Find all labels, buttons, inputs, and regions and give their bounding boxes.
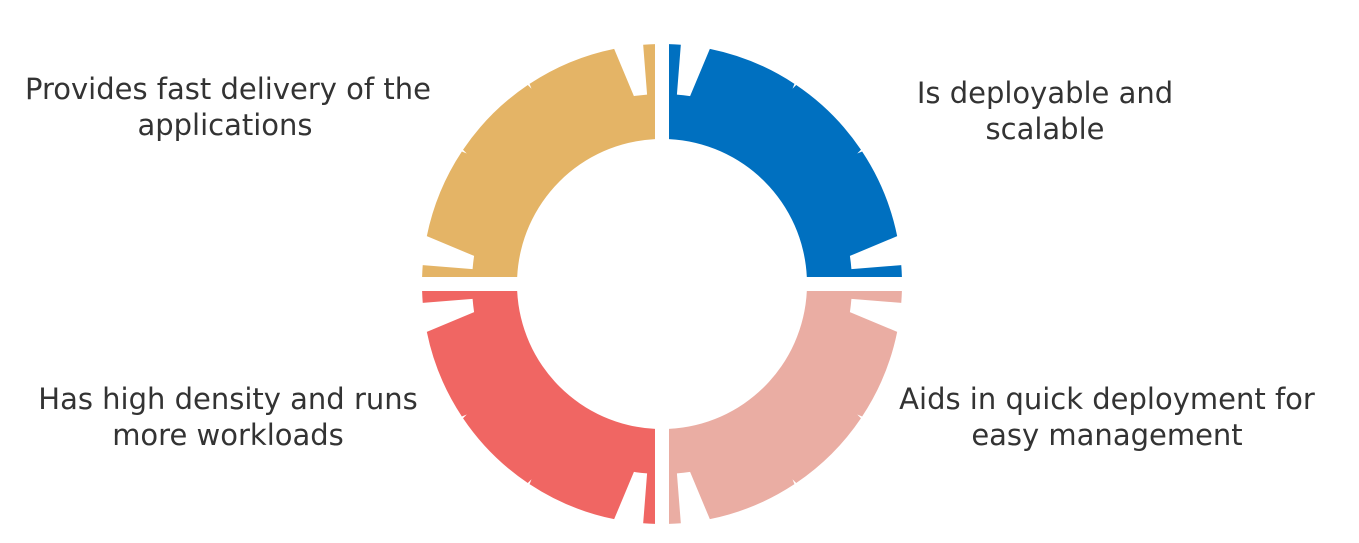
label-top-left-line-2: applications [137,108,313,142]
label-bottom-left-line-1: Has high density and runs [38,382,418,416]
label-top-right-line-2: scalable [985,112,1105,146]
label-bottom-right-line-2: easy management [971,418,1243,452]
label-bottom-right: Aids in quick deployment for easy manage… [897,381,1317,453]
label-top-left: Provides fast delivery of the applicatio… [25,71,431,143]
label-top-left-line-1: Provides fast delivery of the [25,72,431,106]
label-top-right: Is deployable and scalable [885,75,1205,147]
gear-segment-top-left [422,44,655,277]
gear-segment-bottom-right [669,291,902,524]
label-bottom-right-line-1: Aids in quick deployment for [899,382,1315,416]
gear-segment-bottom-left [422,291,655,524]
gear-segment-top-right [669,44,902,277]
label-bottom-left-line-2: more workloads [112,418,344,452]
label-bottom-left: Has high density and runs more workloads [28,381,428,453]
label-top-right-line-1: Is deployable and [916,76,1174,110]
